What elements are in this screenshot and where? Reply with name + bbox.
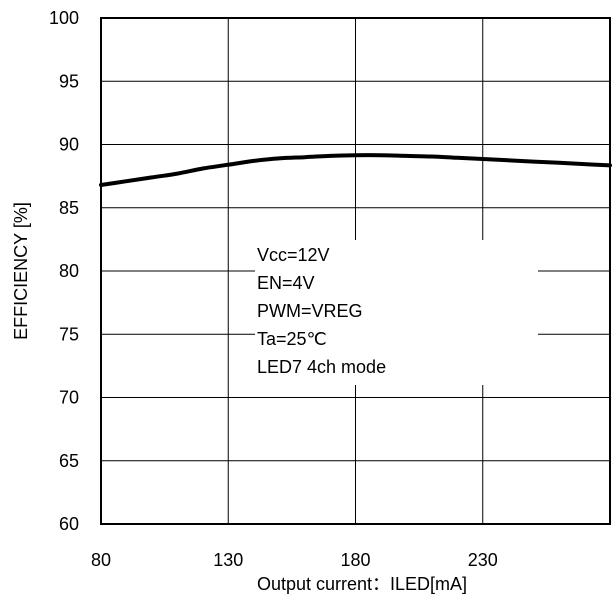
x-tick-label: 130	[213, 550, 243, 570]
y-tick-label: 60	[59, 514, 79, 534]
annotation-mode: LED7 4ch mode	[257, 357, 386, 377]
y-tick-labels: 60 65 70 75 80 85 90 95 100	[49, 8, 79, 534]
x-tick-label: 180	[340, 550, 370, 570]
annotation-block: Vcc=12V EN=4V PWM=VREG Ta=25℃ LED7 4ch m…	[257, 245, 386, 377]
annotation-ta: Ta=25℃	[257, 329, 327, 349]
annotation-en: EN=4V	[257, 273, 315, 293]
y-tick-label: 100	[49, 8, 79, 28]
y-tick-label: 85	[59, 198, 79, 218]
x-tick-label: 230	[468, 550, 498, 570]
annotation-vcc: Vcc=12V	[257, 245, 330, 265]
y-tick-label: 90	[59, 135, 79, 155]
plot-frame	[100, 17, 611, 525]
y-tick-label: 80	[59, 261, 79, 281]
y-tick-label: 65	[59, 451, 79, 471]
x-tick-labels: 80 130 180 230	[91, 550, 498, 570]
annotation-background	[255, 240, 538, 385]
x-tick-label: 80	[91, 550, 111, 570]
x-axis-title: Output current：ILED[mA]	[257, 574, 467, 594]
series-group	[99, 153, 612, 187]
efficiency-line	[99, 153, 612, 187]
annotation-pwm: PWM=VREG	[257, 301, 363, 321]
y-tick-label: 70	[59, 388, 79, 408]
y-tick-label: 95	[59, 71, 79, 91]
y-axis-title: EFFICIENCY [%]	[11, 202, 31, 340]
y-tick-label: 75	[59, 324, 79, 344]
